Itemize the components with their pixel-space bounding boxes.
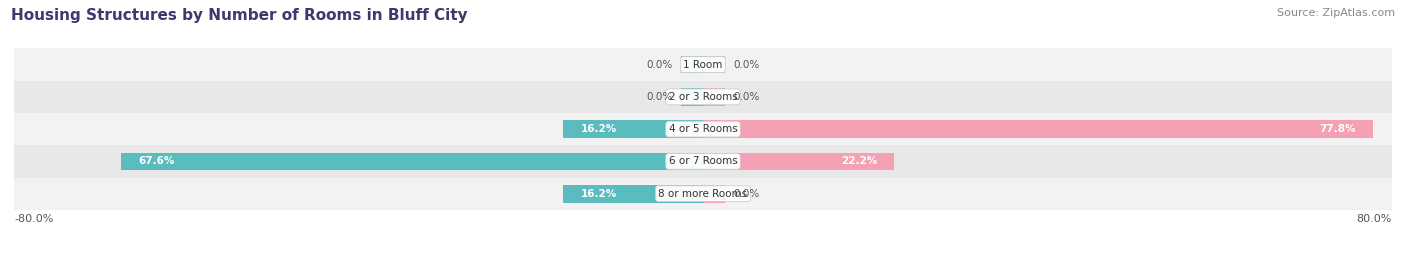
Text: 0.0%: 0.0%: [647, 92, 673, 102]
Text: 0.0%: 0.0%: [647, 59, 673, 70]
Text: 80.0%: 80.0%: [1357, 214, 1392, 224]
Text: -80.0%: -80.0%: [14, 214, 53, 224]
Text: 0.0%: 0.0%: [733, 189, 759, 199]
Bar: [564, 185, 703, 203]
Text: 6 or 7 Rooms: 6 or 7 Rooms: [669, 156, 737, 167]
Bar: [703, 153, 894, 170]
Bar: [14, 48, 1392, 81]
Legend: Owner-occupied, Renter-occupied: Owner-occupied, Renter-occupied: [575, 266, 831, 269]
Bar: [682, 56, 703, 73]
Bar: [14, 145, 1392, 178]
Text: 16.2%: 16.2%: [581, 189, 617, 199]
Bar: [14, 81, 1392, 113]
Text: Housing Structures by Number of Rooms in Bluff City: Housing Structures by Number of Rooms in…: [11, 8, 468, 23]
Text: 77.8%: 77.8%: [1319, 124, 1355, 134]
Text: 1 Room: 1 Room: [683, 59, 723, 70]
Bar: [703, 185, 724, 203]
Text: 22.2%: 22.2%: [841, 156, 877, 167]
Bar: [703, 120, 1374, 138]
Bar: [14, 113, 1392, 145]
Text: 8 or more Rooms: 8 or more Rooms: [658, 189, 748, 199]
Text: 67.6%: 67.6%: [138, 156, 174, 167]
Bar: [564, 120, 703, 138]
Bar: [703, 56, 724, 73]
Text: 2 or 3 Rooms: 2 or 3 Rooms: [669, 92, 737, 102]
Bar: [682, 88, 703, 106]
Text: 0.0%: 0.0%: [733, 59, 759, 70]
Text: 4 or 5 Rooms: 4 or 5 Rooms: [669, 124, 737, 134]
Text: 16.2%: 16.2%: [581, 124, 617, 134]
Bar: [703, 88, 724, 106]
Bar: [14, 178, 1392, 210]
Bar: [121, 153, 703, 170]
Text: 0.0%: 0.0%: [733, 92, 759, 102]
Text: Source: ZipAtlas.com: Source: ZipAtlas.com: [1277, 8, 1395, 18]
